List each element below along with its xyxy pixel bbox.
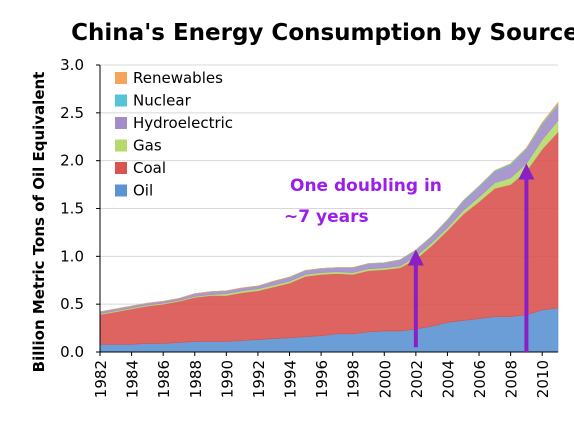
y-tick-label: 2.0 — [60, 152, 84, 170]
x-tick-label: 1988 — [187, 360, 205, 398]
x-tick-label: 2010 — [534, 360, 552, 398]
y-tick-label: 0.0 — [60, 343, 84, 361]
arrow-head — [518, 163, 535, 180]
annotation-line-1: One doubling in — [290, 176, 442, 196]
chart-title: China's Energy Consumption by Source — [71, 20, 574, 46]
y-tick-label: 1.5 — [60, 200, 84, 218]
x-tick-label: 1992 — [250, 360, 268, 398]
x-tick-label: 2002 — [408, 360, 426, 398]
x-tick-label: 2008 — [503, 360, 521, 398]
legend-label-coal: Coal — [133, 159, 166, 177]
arrow-head — [407, 249, 424, 266]
x-tick-label: 1984 — [124, 360, 142, 398]
x-tick-label: 1986 — [155, 360, 173, 398]
legend-swatch-oil — [115, 184, 127, 197]
x-tick-label: 2000 — [376, 360, 394, 398]
legend-label-hydroelectric: Hydroelectric — [133, 114, 233, 132]
y-tick-labels: 0.0 0.5 1.0 1.5 2.0 2.5 3.0 — [60, 56, 84, 361]
y-tick-label: 2.5 — [60, 104, 84, 122]
legend-swatch-coal — [115, 162, 127, 174]
x-tick-label: 1998 — [345, 360, 363, 398]
legend-swatch-renewables — [115, 72, 127, 84]
x-tick-label: 1996 — [313, 360, 331, 398]
legend-label-oil: Oil — [133, 182, 153, 200]
x-tick-labels: 1982 1984 1986 1988 1990 1992 1994 1996 1998 2000… — [92, 360, 552, 398]
legend-swatch-nuclear — [115, 94, 127, 107]
legend-label-nuclear: Nuclear — [133, 92, 192, 110]
legend: Renewables Nuclear Hydroelectric Gas Coal Oil — [115, 69, 233, 200]
y-tick-label: 1.0 — [60, 247, 84, 265]
x-tick-label: 1982 — [92, 360, 110, 398]
stacked-areas — [99, 101, 559, 353]
x-tick-label: 2004 — [439, 360, 457, 398]
legend-label-renewables: Renewables — [133, 69, 223, 87]
y-axis-label: Billion Metric Tons of Oil Equivalent — [30, 72, 48, 373]
axes — [96, 64, 558, 356]
x-tick-label: 1990 — [218, 360, 236, 398]
x-tick-label: 1994 — [282, 360, 300, 398]
y-tick-label: 3.0 — [60, 56, 84, 74]
area-renewables — [99, 101, 559, 313]
arrows — [407, 163, 535, 352]
x-tick-label: 2006 — [471, 360, 489, 398]
area-coal — [99, 131, 559, 345]
legend-swatch-hydroelectric — [115, 117, 127, 129]
annotation-line-2: ~7 years — [284, 207, 369, 227]
legend-swatch-gas — [115, 139, 127, 152]
y-tick-label: 0.5 — [60, 295, 84, 313]
annotation: One doubling in ~7 years — [284, 176, 442, 227]
legend-label-gas: Gas — [133, 137, 162, 155]
